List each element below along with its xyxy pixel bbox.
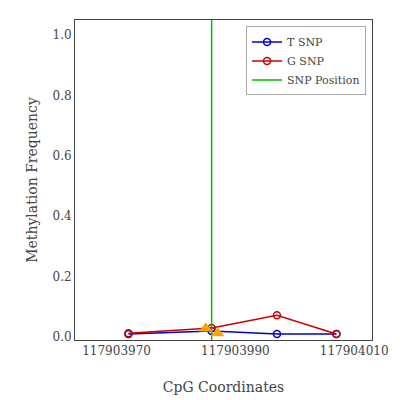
- svg-text:0.2: 0.2: [53, 270, 72, 284]
- svg-text:G SNP: G SNP: [287, 55, 324, 68]
- svg-text:0.4: 0.4: [53, 209, 72, 223]
- svg-text:0.8: 0.8: [53, 89, 72, 103]
- svg-text:0.6: 0.6: [53, 149, 72, 163]
- svg-text:CpG Coordinates: CpG Coordinates: [163, 379, 284, 395]
- svg-text:SNP Position: SNP Position: [287, 74, 359, 87]
- svg-text:117904010: 117904010: [320, 344, 389, 358]
- svg-text:117903990: 117903990: [201, 344, 270, 358]
- svg-text:1.0: 1.0: [53, 28, 72, 42]
- svg-text:Methylation Frequency: Methylation Frequency: [24, 97, 40, 263]
- svg-text:117903970: 117903970: [82, 344, 151, 358]
- svg-text:0.0: 0.0: [53, 330, 72, 344]
- svg-text:T SNP: T SNP: [287, 36, 323, 49]
